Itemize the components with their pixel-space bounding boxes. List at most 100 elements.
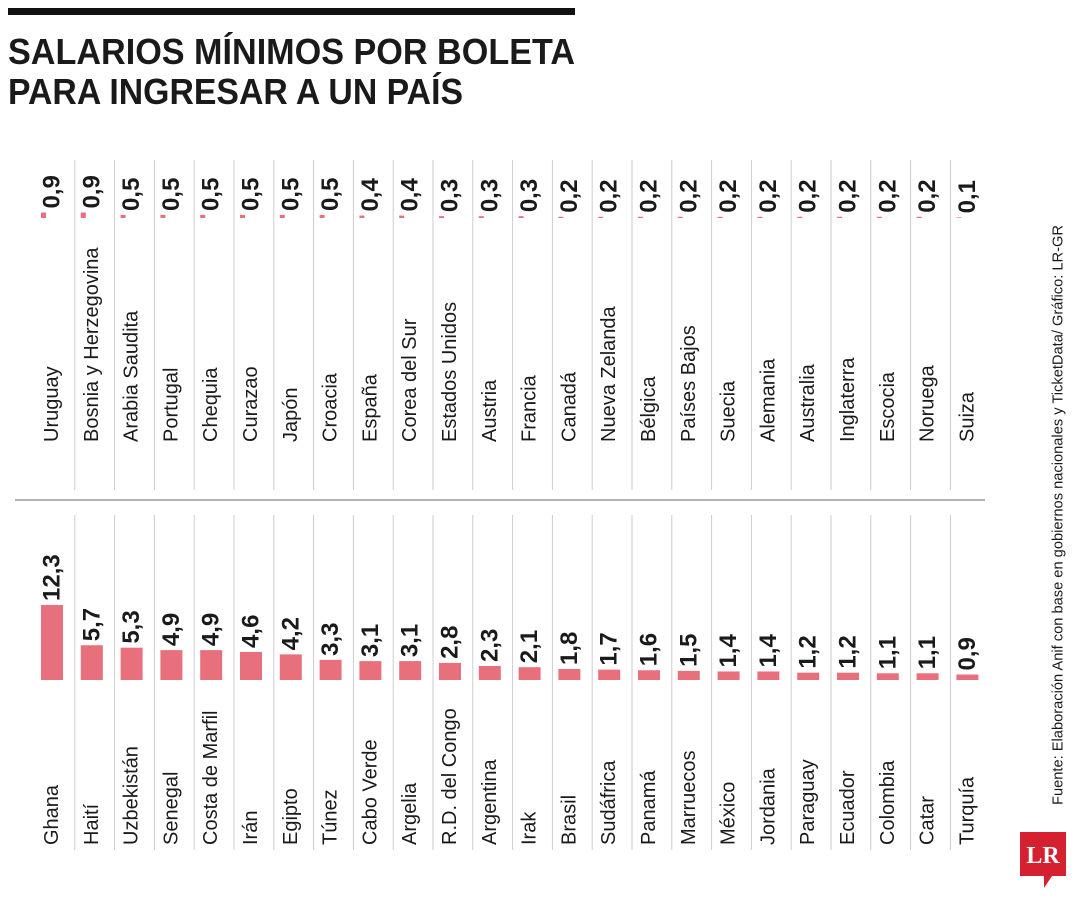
value-label: 1,2 [795,635,822,668]
category-label: Cabo Verde [359,739,381,845]
bar [677,670,700,680]
value-label: 0,1 [954,180,981,213]
source-note: Fuente: Elaboración Anif con base en gob… [1050,225,1067,805]
category-label: Francia [519,374,541,442]
category-label: Haití [81,803,103,845]
value-label: 0,5 [277,178,304,211]
bar [120,214,126,218]
value-label: 0,2 [755,179,782,212]
bar [478,216,484,218]
category-label: Marruecos [678,751,700,845]
category-label: Colombia [877,760,899,845]
bar [837,216,842,218]
category-label: Escocia [877,371,899,442]
bar [598,669,621,680]
bar [876,673,899,680]
bar [399,661,422,680]
category-label: Países Bajos [678,325,700,442]
value-label: 1,8 [556,632,583,665]
category-label: Alemania [757,358,779,442]
value-label: 0,9 [954,637,981,670]
bar [916,673,939,680]
category-label: Paraguay [797,759,819,845]
value-label: 1,6 [636,633,663,666]
value-label: 3,3 [317,622,344,655]
bar [41,212,46,218]
category-label: Argelia [399,782,421,845]
bar [240,651,262,680]
value-label: 0,4 [357,178,384,212]
bar [120,647,143,680]
value-label: 0,2 [556,179,583,212]
category-label: R.D. del Congo [439,708,461,845]
category-label: Austria [479,379,501,442]
category-label: México [718,782,740,845]
value-label: 0,3 [437,179,464,212]
bar [916,216,922,218]
bar [956,674,979,680]
value-label: 4,9 [198,613,225,646]
value-label: 2,3 [476,629,503,662]
bar [558,216,564,218]
category-label: Nueva Zelanda [598,305,620,442]
bar [439,216,444,218]
value-label: 1,4 [755,633,782,667]
category-label: Suiza [956,391,978,442]
category-label: Costa de Marfil [200,711,222,846]
bar [837,672,859,680]
bar [956,217,962,218]
bar [717,216,723,218]
category-label: Japón [280,388,302,443]
bar [518,667,541,680]
category-label: Irán [240,811,262,845]
bar [240,214,245,218]
value-label: 0,9 [39,175,66,208]
bar [279,654,302,680]
category-label: Jordania [757,767,779,845]
value-label: 0,5 [317,178,344,211]
category-label: Curazao [240,366,262,442]
value-label: 5,7 [78,608,105,641]
bar [319,214,325,218]
category-label: Argentina [479,759,501,845]
bar [359,215,365,218]
value-label: 1,7 [596,632,623,665]
bar [399,215,405,218]
value-label: 0,5 [158,178,185,211]
value-label: 0,2 [636,179,663,212]
category-label: Uruguay [41,366,63,442]
logo-badge [1020,832,1066,888]
category-label: Inglaterra [837,357,859,442]
value-label: 0,5 [118,178,145,211]
value-label: 3,1 [357,624,384,657]
bar [200,214,206,218]
category-label: Uzbekistán [121,746,143,845]
value-label: 0,3 [476,179,503,212]
value-label: 1,5 [675,633,702,666]
value-label: 5,3 [118,610,145,643]
category-label: Catar [917,796,939,845]
top-rule [8,8,575,15]
bar [717,671,740,680]
category-label: Chequia [200,367,222,442]
value-label: 0,5 [198,178,225,211]
value-label: 1,1 [914,636,941,669]
value-label: 0,2 [835,179,862,212]
category-label: Turquía [956,776,978,845]
bar [558,669,581,680]
value-label: 1,2 [835,635,862,668]
title-line: SALARIOS MÍNIMOS POR BOLETA [8,31,575,72]
bar [359,661,382,680]
category-label: Ecuador [837,770,859,845]
title-line: PARA INGRESAR A UN PAÍS [8,71,463,112]
logo: LR [1026,843,1060,869]
category-label: Portugal [160,368,182,443]
bar [638,670,660,680]
category-label: Túnez [320,789,342,845]
bar [80,645,103,680]
value-label: 2,1 [516,630,543,663]
bar [757,216,763,218]
bar [638,216,643,218]
bar [80,212,86,218]
